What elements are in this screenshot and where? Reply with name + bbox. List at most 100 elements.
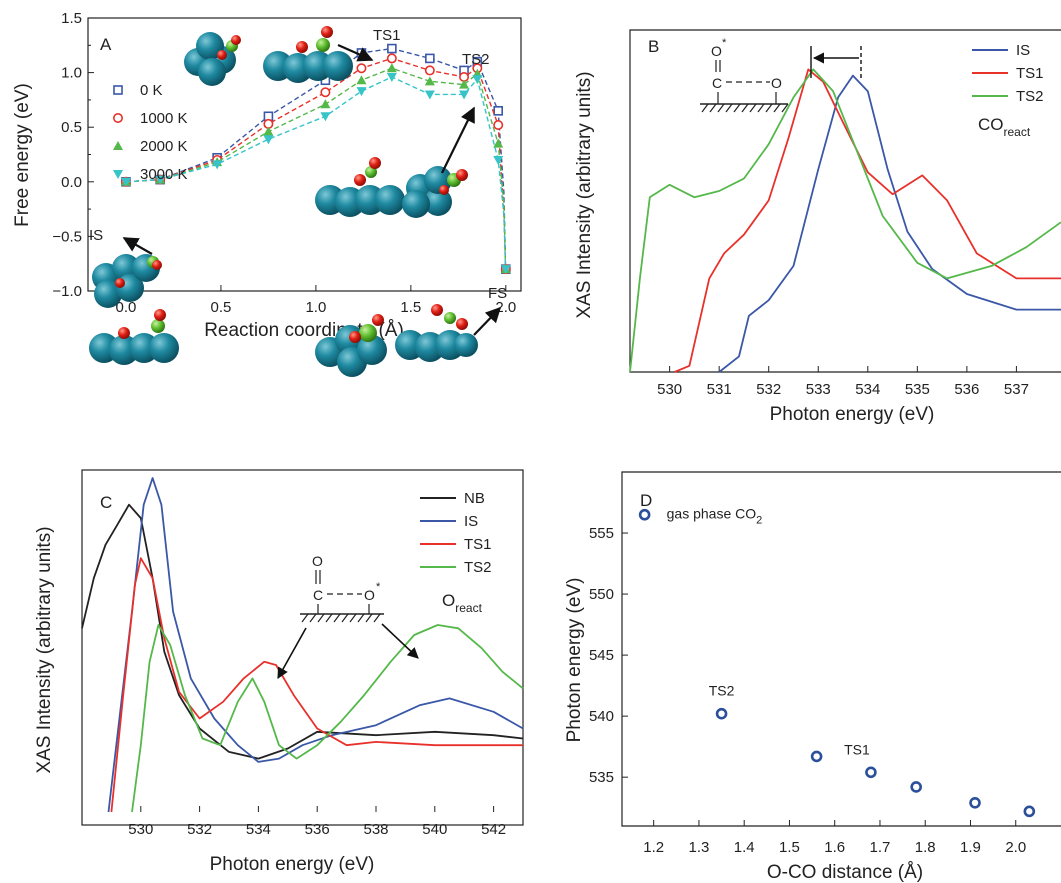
panel-d-points: gas phase CO2 TS2 TS1 — [638, 506, 1036, 818]
b-series-xtick-label: 536 — [954, 381, 979, 398]
a-point-3 — [424, 90, 435, 100]
panel-d: 535 540 545 550 555 1.2 1.3 1.4 1.5 1.6 1.7 1.8 1.9 2… — [564, 471, 1061, 883]
b-series-xtick-label: 534 — [855, 381, 880, 398]
panel-c: 530 532 534 536 538 540 542 C Photon energy (e… — [34, 469, 524, 875]
c-series-xtick-label: 532 — [187, 821, 212, 838]
d-xtick-label: 1.7 — [870, 839, 891, 856]
arrow-ts2 — [441, 106, 475, 174]
a-ytick-label: 1.5 — [61, 10, 82, 27]
c-series-line-2 — [110, 557, 523, 813]
panel-b-ticks: 530 531 532 533 534 535 536 537 — [657, 366, 1029, 398]
d-point-0 — [638, 508, 651, 521]
c-series-xtick-label: 534 — [246, 821, 271, 838]
b-series-xtick-label: 533 — [806, 381, 831, 398]
panel-b-mol-star: * — [722, 37, 727, 49]
d-xtick-label: 1.9 — [960, 839, 981, 856]
a-point-2 — [356, 75, 367, 85]
panel-b-xlabel: Photon energy (eV) — [770, 404, 935, 425]
a-ytick-label: 0.5 — [61, 119, 82, 136]
d-point-1 — [715, 707, 728, 720]
annotation-ts2: TS2 — [462, 51, 490, 68]
a-point-1 — [320, 87, 331, 98]
a-point-2 — [263, 126, 274, 136]
d-point-5 — [969, 797, 981, 809]
a-xtick-label: 0.5 — [211, 299, 232, 316]
a-legend-marker-2 — [113, 141, 123, 150]
d-label-gas-co2: gas phase CO2 — [667, 506, 763, 527]
arrow-ts1 — [337, 43, 374, 62]
panel-c-molecule-schematic: O C O * — [277, 553, 419, 679]
b-series-line-2 — [629, 68, 1061, 373]
a-point-1 — [424, 65, 435, 76]
a-point-3 — [459, 90, 470, 100]
panel-d-frame — [621, 471, 1061, 827]
d-xtick-label: 1.2 — [643, 839, 664, 856]
c-series-legend-label-3: TS2 — [464, 559, 492, 576]
b-series-xtick-label: 532 — [756, 381, 781, 398]
panel-a-ylabel: Free energy (eV) — [12, 83, 33, 227]
panel-c-mol-o-right: O — [364, 587, 375, 603]
panel-c-arrow-right — [381, 623, 419, 659]
panel-a-legend: 0 K 1000 K 2000 K 3000 K — [113, 82, 188, 183]
molecule-ts1-top — [184, 32, 241, 86]
panel-c-xlabel: Photon energy (eV) — [210, 854, 375, 875]
panel-b: 530 531 532 533 534 535 536 537 B Photon energy… — [574, 29, 1061, 425]
a-legend-label-2: 2000 K — [140, 138, 188, 155]
annotation-ts1: TS1 — [373, 27, 401, 44]
a-legend-label-3: 3000 K — [140, 166, 188, 183]
c-series-line-1 — [107, 477, 524, 813]
a-point-3 — [120, 177, 131, 187]
c-series-line-0 — [81, 503, 524, 760]
panel-b-mol-o-right: O — [771, 75, 782, 91]
a-point-3 — [500, 265, 511, 275]
c-series-xtick-label: 536 — [305, 821, 330, 838]
annotation-fs: FS — [488, 285, 507, 302]
d-ytick-label: 535 — [589, 769, 614, 786]
c-series-legend-label-2: TS1 — [464, 536, 492, 553]
b-series-legend-label-1: TS1 — [1016, 65, 1044, 82]
a-point-0 — [387, 43, 397, 54]
a-legend-label-1: 1000 K — [140, 110, 188, 127]
annotation-is: IS — [89, 227, 103, 244]
panel-c-label: C — [100, 493, 112, 512]
a-ytick-label: 1.0 — [61, 65, 82, 82]
c-series-xtick-label: 542 — [481, 821, 506, 838]
b-series-xtick-label: 535 — [905, 381, 930, 398]
molecule-is-side — [89, 309, 179, 365]
a-ytick-label: −0.5 — [52, 228, 82, 245]
molecule-fs-side — [395, 304, 478, 362]
panel-c-inset-text: O — [442, 591, 455, 610]
panel-b-mol-c: C — [712, 75, 722, 91]
molecule-is-top — [92, 254, 162, 308]
d-xtick-label: 1.8 — [915, 839, 936, 856]
b-series-xtick-label: 531 — [707, 381, 732, 398]
a-point-0 — [425, 53, 435, 64]
d-label-ts1: TS1 — [844, 741, 870, 757]
d-label-gas-sub: 2 — [756, 515, 762, 527]
a-series-line-1 — [125, 57, 507, 270]
panel-a-series — [120, 43, 511, 275]
a-point-3 — [320, 112, 331, 122]
b-series-line-1 — [674, 68, 1061, 373]
panel-b-inset-subscript: react — [1004, 125, 1031, 139]
c-series-legend-label-0: NB — [464, 490, 485, 507]
d-point-4 — [910, 781, 922, 793]
panel-c-mol-c: C — [313, 587, 323, 603]
a-point-1 — [493, 120, 504, 131]
panel-d-label: D — [640, 491, 652, 510]
panel-c-ticks: 530 532 534 536 538 540 542 — [128, 806, 506, 838]
a-legend-label-0: 0 K — [140, 82, 163, 99]
a-xtick-label: 0.0 — [116, 299, 137, 316]
a-point-3 — [212, 160, 223, 170]
d-xtick-label: 1.6 — [824, 839, 845, 856]
panel-c-inset-subscript: react — [455, 601, 482, 615]
c-series-xtick-label: 540 — [422, 821, 447, 838]
d-xtick-label: 1.5 — [779, 839, 800, 856]
panel-c-arrow-left — [277, 627, 307, 679]
panel-c-mol-o-top: O — [312, 553, 323, 569]
a-ytick-label: −1.0 — [52, 283, 82, 300]
a-point-3 — [493, 155, 504, 165]
a-point-2 — [424, 76, 435, 86]
c-series-line-3 — [131, 624, 524, 813]
